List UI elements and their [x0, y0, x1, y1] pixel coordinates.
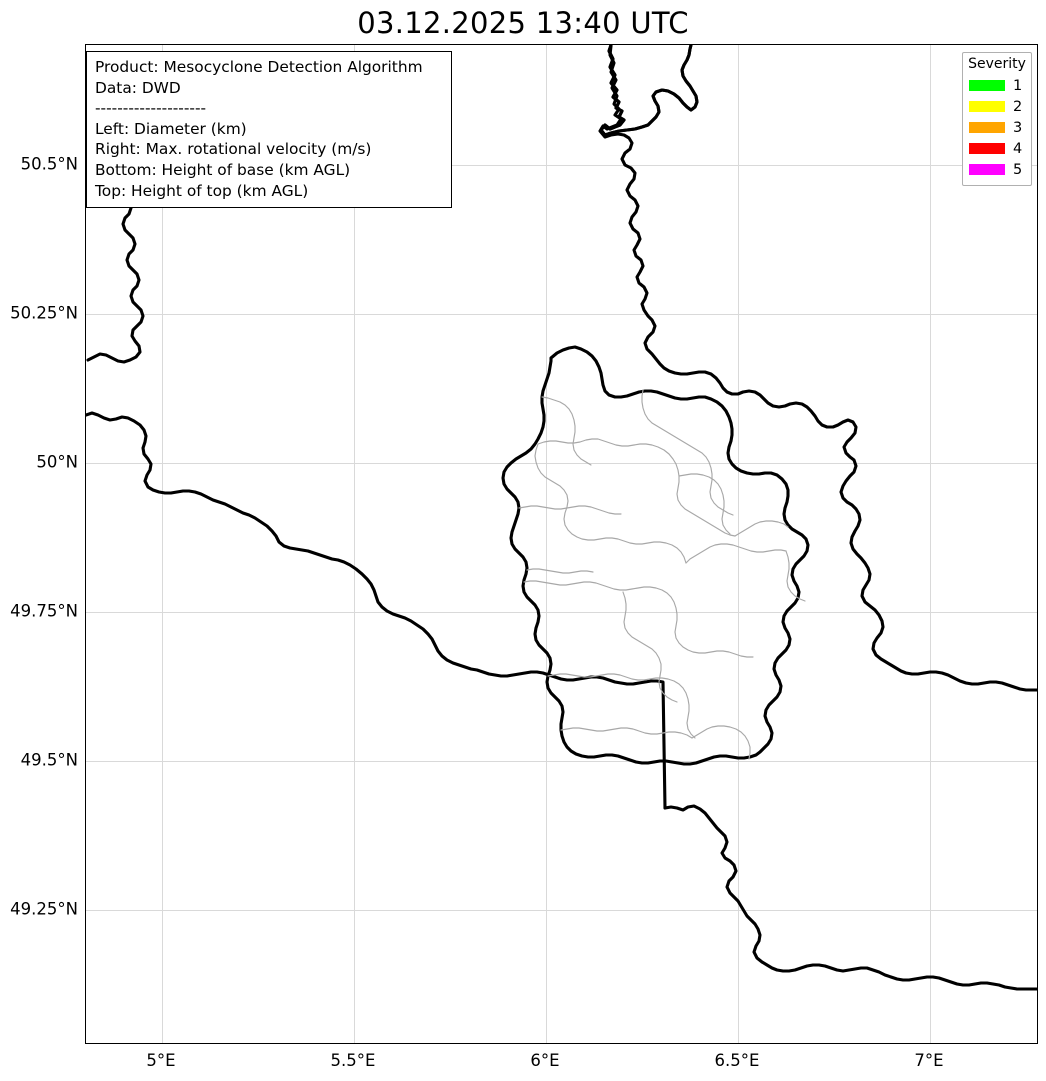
gridline-vertical: [354, 45, 355, 1043]
y-tick-label: 50.25°N: [10, 303, 78, 323]
x-tick-label: 6°E: [530, 1051, 560, 1070]
y-tick-label: 49.25°N: [10, 899, 78, 919]
legend-item-2: 2: [967, 96, 1027, 117]
gridline-horizontal: [86, 910, 1037, 911]
gridline-horizontal: [86, 165, 1037, 166]
canton-border-northwest-1: [541, 396, 592, 466]
legend-item-5: 5: [967, 159, 1027, 180]
info-line-left: Left: Diameter (km): [95, 119, 247, 138]
severity-3-label: 3: [1013, 119, 1023, 136]
page-title: 03.12.2025 13:40 UTC: [357, 6, 689, 40]
severity-2-swatch: [969, 101, 1005, 112]
info-line-bottom: Bottom: Height of base (km AGL): [95, 160, 351, 179]
y-tick-label: 49.5°N: [20, 750, 78, 770]
border-france-germany: [663, 804, 1037, 991]
severity-2-label: 2: [1013, 98, 1023, 115]
gridline-horizontal: [86, 612, 1037, 613]
legend-title: Severity: [968, 56, 1026, 72]
info-line-product: Product: Mesocyclone Detection Algorithm: [95, 58, 423, 76]
canton-border-southeast-1: [691, 725, 751, 760]
gridline-vertical: [738, 45, 739, 1043]
info-line-divider: --------------------: [95, 99, 207, 118]
severity-1-swatch: [969, 80, 1005, 91]
canton-border-central-3: [547, 673, 696, 739]
severity-1-label: 1: [1013, 77, 1023, 94]
legend-item-4: 4: [967, 138, 1027, 159]
x-axis: 5°E 5.5°E 6°E 6.5°E 7°E: [85, 1051, 1038, 1079]
canton-border-west-1: [518, 505, 622, 515]
gridline-horizontal: [86, 761, 1037, 762]
y-tick-label: 49.75°N: [10, 601, 78, 621]
x-tick-label: 5°E: [146, 1051, 176, 1070]
info-line-top: Top: Height of top (km AGL): [95, 181, 309, 200]
gridline-vertical: [162, 45, 163, 1043]
info-line-right: Right: Max. rotational velocity (m/s): [95, 140, 372, 159]
x-tick-label: 7°E: [914, 1051, 944, 1070]
canton-border-northeast-1: [678, 473, 731, 535]
legend-item-1: 1: [967, 75, 1027, 96]
severity-4-swatch: [969, 143, 1005, 154]
y-tick-label: 50.5°N: [20, 154, 78, 174]
y-axis: 50.5°N 50.25°N 50°N 49.75°N 49.5°N 49.25…: [0, 44, 85, 1044]
x-tick-label: 5.5°E: [330, 1051, 376, 1070]
canton-border-north-1: [537, 438, 736, 537]
product-info-box: Product: Mesocyclone Detection Algorithm…: [86, 51, 452, 209]
severity-3-swatch: [969, 122, 1005, 133]
gridline-vertical: [930, 45, 931, 1043]
canton-border-east-1: [734, 520, 789, 537]
canton-border-central-1: [523, 580, 754, 658]
map-plot-area: [85, 44, 1038, 1044]
canton-border-north-2: [534, 443, 687, 564]
border-germany-west: [599, 45, 699, 137]
canton-border-west-2: [526, 568, 594, 574]
severity-5-label: 5: [1013, 161, 1023, 178]
canton-border-south-1: [560, 727, 693, 739]
gridline-horizontal: [86, 314, 1037, 315]
gridline-horizontal: [86, 463, 1037, 464]
border-france-belgium: [86, 411, 667, 810]
border-luxembourg-germany: [598, 45, 1037, 692]
severity-legend: Severity 1 2 3 4 5: [962, 52, 1032, 186]
canton-border-central-2: [685, 543, 787, 564]
severity-5-swatch: [969, 164, 1005, 175]
canton-border-south-3: [641, 389, 734, 516]
canton-border-east-2: [785, 550, 806, 602]
info-line-data: Data: DWD: [95, 78, 181, 97]
gridline-vertical: [546, 45, 547, 1043]
canton-border-south-2: [622, 591, 678, 703]
legend-item-3: 3: [967, 117, 1027, 138]
severity-4-label: 4: [1013, 140, 1023, 157]
border-luxembourg-national: [501, 345, 810, 766]
x-tick-label: 6.5°E: [714, 1051, 760, 1070]
y-tick-label: 50°N: [36, 452, 78, 472]
